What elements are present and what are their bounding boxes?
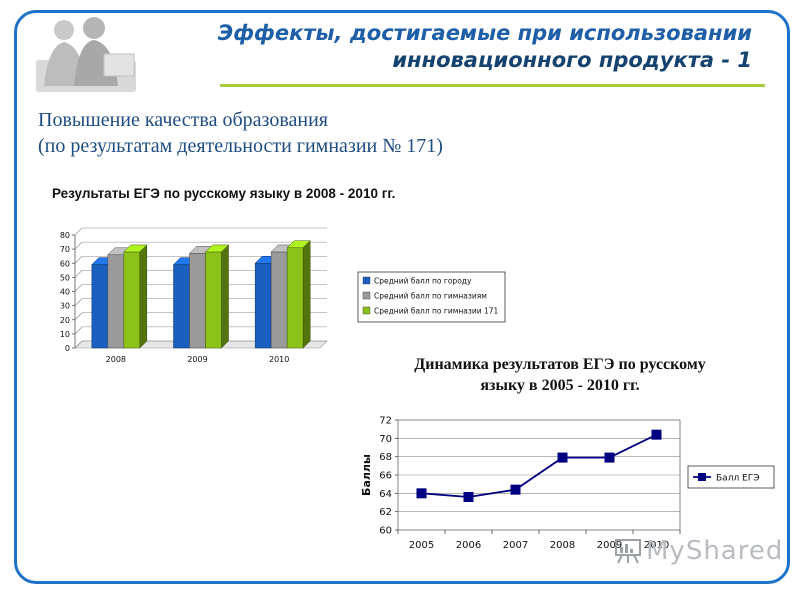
bar xyxy=(173,264,190,349)
subtitle-line-2: (по результатам деятельности гимназии № … xyxy=(38,135,443,157)
title-line-1: Эффекты, достигаемые при использовании xyxy=(217,21,752,45)
legend-label: Средний балл по городу xyxy=(374,277,472,286)
legend-label: Балл ЕГЭ xyxy=(716,474,760,484)
slide-subtitle: Повышение качества образования (по резул… xyxy=(38,107,443,159)
bar-chart-gridline-side xyxy=(74,326,83,335)
bar-chart-y-tick-label: 60 xyxy=(60,259,70,268)
bar-chart-y-tick-label: 20 xyxy=(60,316,70,325)
line-chart: 60 62 64 66 68 70 72 2005 2006 2007 2008 2009 2010 Ба… xyxy=(360,416,775,551)
line-chart-title: Динамика результатов ЕГЭ по русскому язы… xyxy=(380,354,740,396)
bar-chart-gridline-side xyxy=(74,284,83,292)
bar xyxy=(205,251,222,349)
bar-chart-x-tick-label: 2009 xyxy=(187,355,207,364)
bar-chart-x-tick-label: 2008 xyxy=(106,355,126,364)
subtitle-line-1: Повышение качества образования xyxy=(38,109,328,131)
legend-swatch xyxy=(362,291,371,300)
bar xyxy=(286,247,304,349)
bar-chart-legend xyxy=(357,271,506,323)
bar-chart-title: Результаты ЕГЭ по русскому языку в 2008 … xyxy=(52,186,396,201)
line-point xyxy=(416,488,427,499)
legend-label: Средний балл по гимназиям xyxy=(374,292,487,301)
bar-chart-y-tick-label: 0 xyxy=(65,344,70,353)
bar-chart-y-tick-label: 70 xyxy=(60,245,70,254)
line-chart-y-tick-label: 72 xyxy=(379,416,392,427)
legend-swatch xyxy=(362,306,371,315)
line-chart-y-tick-label: 70 xyxy=(379,434,392,445)
bar xyxy=(189,253,206,349)
presentation-icon xyxy=(615,539,641,564)
line-point xyxy=(557,452,568,463)
line-chart-x-tick-label: 2005 xyxy=(409,540,434,551)
bar-chart-gridline-side xyxy=(74,270,83,278)
line-series-ball-ege xyxy=(421,433,657,498)
bar-chart-y-tick-label: 80 xyxy=(60,231,70,240)
line-chart-y-tick-label: 68 xyxy=(379,452,392,463)
bar-chart-gridline-side xyxy=(74,340,83,349)
bar xyxy=(270,251,288,349)
line-chart-x-tick-label: 2007 xyxy=(503,540,528,551)
line-chart-legend xyxy=(687,465,775,489)
bar-chart-gridline-side xyxy=(74,256,83,264)
line-chart-y-tick-label: 60 xyxy=(379,526,392,537)
line-chart-x-tick-label: 2008 xyxy=(550,540,575,551)
line-point xyxy=(510,484,521,495)
bar-chart: 0 10 20 30 40 50 60 70 80 2008 2009 2010 Средний бал… xyxy=(60,227,506,364)
bar-chart-gridline-side xyxy=(74,312,83,320)
bar-chart-y-tick-label: 10 xyxy=(60,330,70,339)
line-chart-y-tick-label: 66 xyxy=(379,471,392,482)
bar-chart-x-tick-label: 2010 xyxy=(269,355,289,364)
line-chart-y-tick-label: 62 xyxy=(379,507,392,518)
bar xyxy=(91,264,109,349)
bar-chart-y-tick-label: 40 xyxy=(60,288,70,297)
bar-chart-gridline-side xyxy=(74,241,83,250)
line-chart-x-tick-label: 2006 xyxy=(456,540,481,551)
line-chart-title-line-2: языку в 2005 - 2010 гг. xyxy=(480,377,640,394)
slide-title: Эффекты, достигаемые при использовании и… xyxy=(192,20,752,74)
bar-side xyxy=(221,244,229,349)
legend-label: Средний балл по гимназии 171 xyxy=(374,307,499,316)
line-chart-y-axis-label: Баллы xyxy=(360,454,373,496)
title-line-2: инновационного продукта - 1 xyxy=(392,48,752,72)
legend-swatch xyxy=(362,276,371,285)
line-point xyxy=(604,452,615,463)
bar-side xyxy=(139,244,148,349)
bar-chart-gridline-side xyxy=(74,227,83,236)
legend-marker xyxy=(698,473,706,481)
bar xyxy=(107,254,125,349)
line-point xyxy=(651,429,662,440)
watermark-text: MyShared xyxy=(646,536,784,566)
bar-side xyxy=(302,240,311,349)
line-chart-x-tick-label: 2009 xyxy=(597,540,622,551)
bar-chart-gridline-side xyxy=(74,298,83,306)
line-chart-y-tick-label: 64 xyxy=(379,489,392,500)
bar xyxy=(254,263,272,349)
bar xyxy=(123,251,141,349)
line-chart-title-line-1: Динамика результатов ЕГЭ по русскому xyxy=(414,356,706,373)
line-point xyxy=(463,492,474,502)
title-underline xyxy=(220,84,765,87)
bar-chart-y-tick-label: 30 xyxy=(60,302,70,311)
people-silhouette-logo xyxy=(36,17,136,92)
bar-chart-y-tick-label: 50 xyxy=(60,273,70,282)
line-chart-x-tick-label: 2010 xyxy=(644,540,669,551)
